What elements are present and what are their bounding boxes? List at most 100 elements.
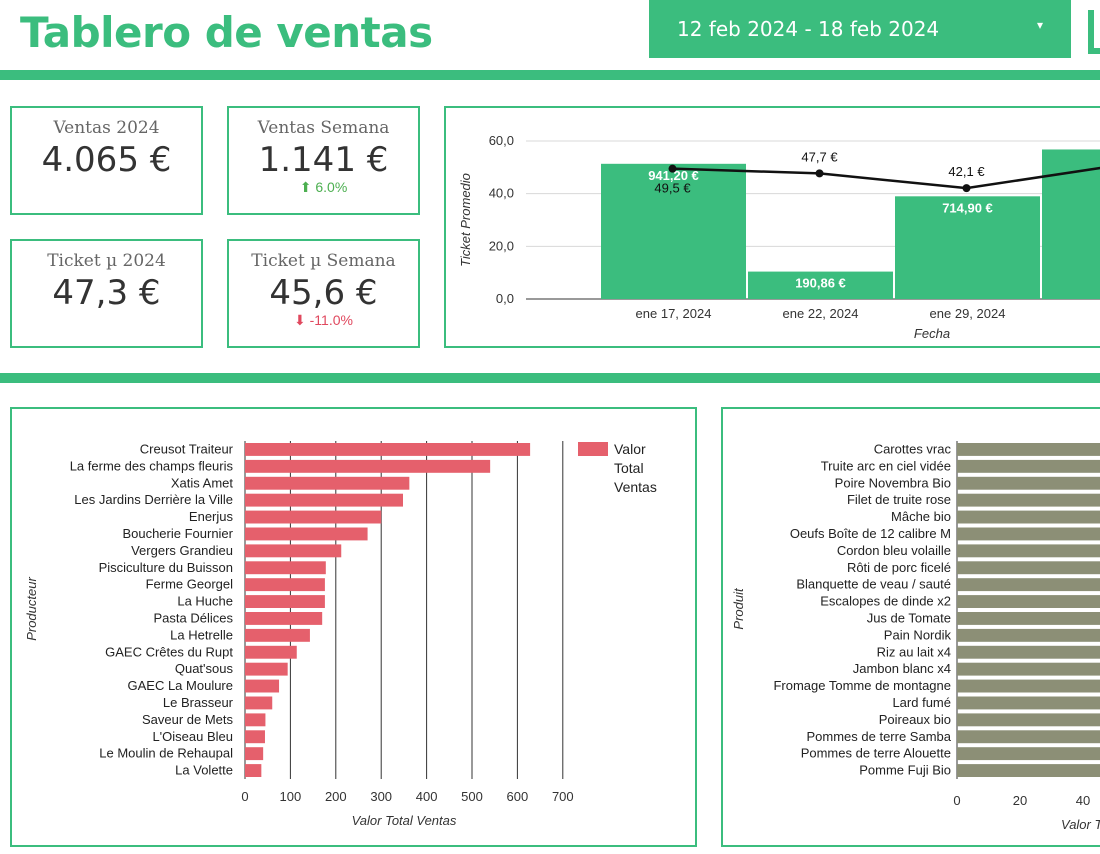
kpi-label: Ventas Semana bbox=[229, 118, 418, 138]
legend-swatch bbox=[578, 442, 608, 456]
x-tick-label: 0 bbox=[953, 793, 960, 808]
bar bbox=[245, 477, 409, 490]
bar bbox=[245, 680, 279, 693]
category-label: Pain Nordik bbox=[884, 627, 952, 642]
bar bbox=[245, 561, 326, 574]
category-label: L'Oiseau Bleu bbox=[152, 729, 233, 744]
bar bbox=[245, 578, 325, 591]
x-tick-label: 500 bbox=[461, 789, 483, 804]
line-point bbox=[963, 184, 971, 192]
y-axis-title: Producteur bbox=[24, 577, 39, 641]
category-label: La ferme des champs fleuris bbox=[70, 458, 234, 473]
category-label: La Hetrelle bbox=[170, 627, 233, 642]
category-label: Pommes de terre Samba bbox=[806, 729, 951, 744]
y-tick-label: 60,0 bbox=[489, 133, 514, 148]
bar bbox=[957, 747, 1100, 760]
kpi-ventas-2024: Ventas 2024 4.065 € bbox=[10, 106, 203, 215]
category-label: Truite arc en ciel vidée bbox=[821, 458, 951, 473]
bar bbox=[957, 730, 1100, 743]
kpi-label: Ticket µ 2024 bbox=[12, 251, 201, 271]
page-title: Tablero de ventas bbox=[20, 8, 433, 57]
kpi-ticket-semana: Ticket µ Semana 45,6 € ⬇ -11.0% bbox=[227, 239, 420, 348]
category-label: La Huche bbox=[177, 594, 233, 609]
line-point bbox=[816, 169, 824, 177]
kpi-ticket-2024: Ticket µ 2024 47,3 € bbox=[10, 239, 203, 348]
x-axis-title: Fecha bbox=[914, 326, 950, 341]
category-label: Lard fumé bbox=[892, 695, 951, 710]
legend-label: Valor bbox=[614, 441, 646, 457]
legend-label: Ventas bbox=[614, 479, 657, 495]
date-range-value: 12 feb 2024 - 18 feb 2024 bbox=[677, 17, 939, 41]
x-tick-label: 200 bbox=[325, 789, 347, 804]
y-tick-label: 0,0 bbox=[496, 291, 514, 306]
bar bbox=[245, 629, 310, 642]
bar bbox=[957, 629, 1100, 642]
category-label: Enerjus bbox=[189, 509, 234, 524]
section-divider bbox=[0, 70, 1100, 80]
category-label: Ferme Georgel bbox=[146, 577, 234, 592]
category-label: Vergers Grandieu bbox=[131, 543, 233, 558]
kpi-delta: ⬆ 6.0% bbox=[229, 179, 418, 196]
bar bbox=[957, 646, 1100, 659]
bar bbox=[957, 595, 1100, 608]
bar-data-label: 190,86 € bbox=[795, 276, 846, 291]
category-label: Riz au lait x4 bbox=[877, 644, 951, 659]
bar bbox=[245, 747, 263, 760]
x-tick-label: ene 22, 2024 bbox=[783, 306, 859, 321]
bar bbox=[245, 663, 288, 676]
bar bbox=[957, 477, 1100, 490]
category-label: Le Moulin de Rehaupal bbox=[99, 746, 233, 761]
kpi-label: Ventas 2024 bbox=[12, 118, 201, 138]
category-label: Pomme Fuji Bio bbox=[859, 763, 951, 778]
bar bbox=[957, 443, 1100, 456]
bar bbox=[957, 561, 1100, 574]
category-label: Creusot Traiteur bbox=[140, 441, 234, 456]
kpi-ventas-semana: Ventas Semana 1.141 € ⬆ 6.0% bbox=[227, 106, 420, 215]
bar bbox=[957, 578, 1100, 591]
category-label: Fromage Tomme de montagne bbox=[773, 678, 951, 693]
legend-label: Total bbox=[614, 460, 644, 476]
category-label: Jambon blanc x4 bbox=[853, 661, 951, 676]
kpi-value: 4.065 € bbox=[12, 140, 201, 180]
section-divider bbox=[0, 373, 1100, 383]
x-tick-label: 300 bbox=[370, 789, 392, 804]
category-label: Jus de Tomate bbox=[867, 610, 951, 625]
category-label: Saveur de Mets bbox=[142, 712, 234, 727]
line-data-label: 47,7 € bbox=[801, 149, 838, 164]
bar bbox=[245, 460, 490, 473]
kpi-label: Ticket µ Semana bbox=[229, 251, 418, 271]
y-tick-label: 20,0 bbox=[489, 238, 514, 253]
category-label: Pasta Délices bbox=[154, 610, 234, 625]
bar bbox=[957, 511, 1100, 524]
y-axis-title: Ticket Promedio bbox=[458, 173, 473, 267]
bar bbox=[957, 680, 1100, 693]
category-label: Le Brasseur bbox=[163, 695, 234, 710]
x-tick-label: 100 bbox=[280, 789, 302, 804]
bar bbox=[245, 494, 403, 507]
bar bbox=[245, 730, 265, 743]
category-label: Blanquette de veau / sauté bbox=[796, 577, 951, 592]
bar bbox=[957, 697, 1100, 710]
bar bbox=[245, 764, 261, 777]
kpi-value: 47,3 € bbox=[12, 273, 201, 313]
y-tick-label: 40,0 bbox=[489, 186, 514, 201]
bar bbox=[245, 511, 381, 524]
date-range-picker[interactable]: 12 feb 2024 - 18 feb 2024 ▾ bbox=[649, 0, 1071, 58]
bar bbox=[245, 443, 530, 456]
x-tick-label: 400 bbox=[416, 789, 438, 804]
bar bbox=[245, 528, 368, 541]
bar bbox=[957, 494, 1100, 507]
logo-icon bbox=[1084, 6, 1100, 58]
kpi-value: 45,6 € bbox=[229, 273, 418, 313]
bar bbox=[957, 544, 1100, 557]
category-label: GAEC La Moulure bbox=[128, 678, 234, 693]
bar bbox=[957, 460, 1100, 473]
category-label: Carottes vrac bbox=[874, 441, 952, 456]
category-label: Poire Novembra Bio bbox=[835, 475, 951, 490]
line-data-label: 49,5 € bbox=[654, 181, 691, 196]
category-label: Oeufs Boîte de 12 calibre M bbox=[790, 526, 951, 541]
